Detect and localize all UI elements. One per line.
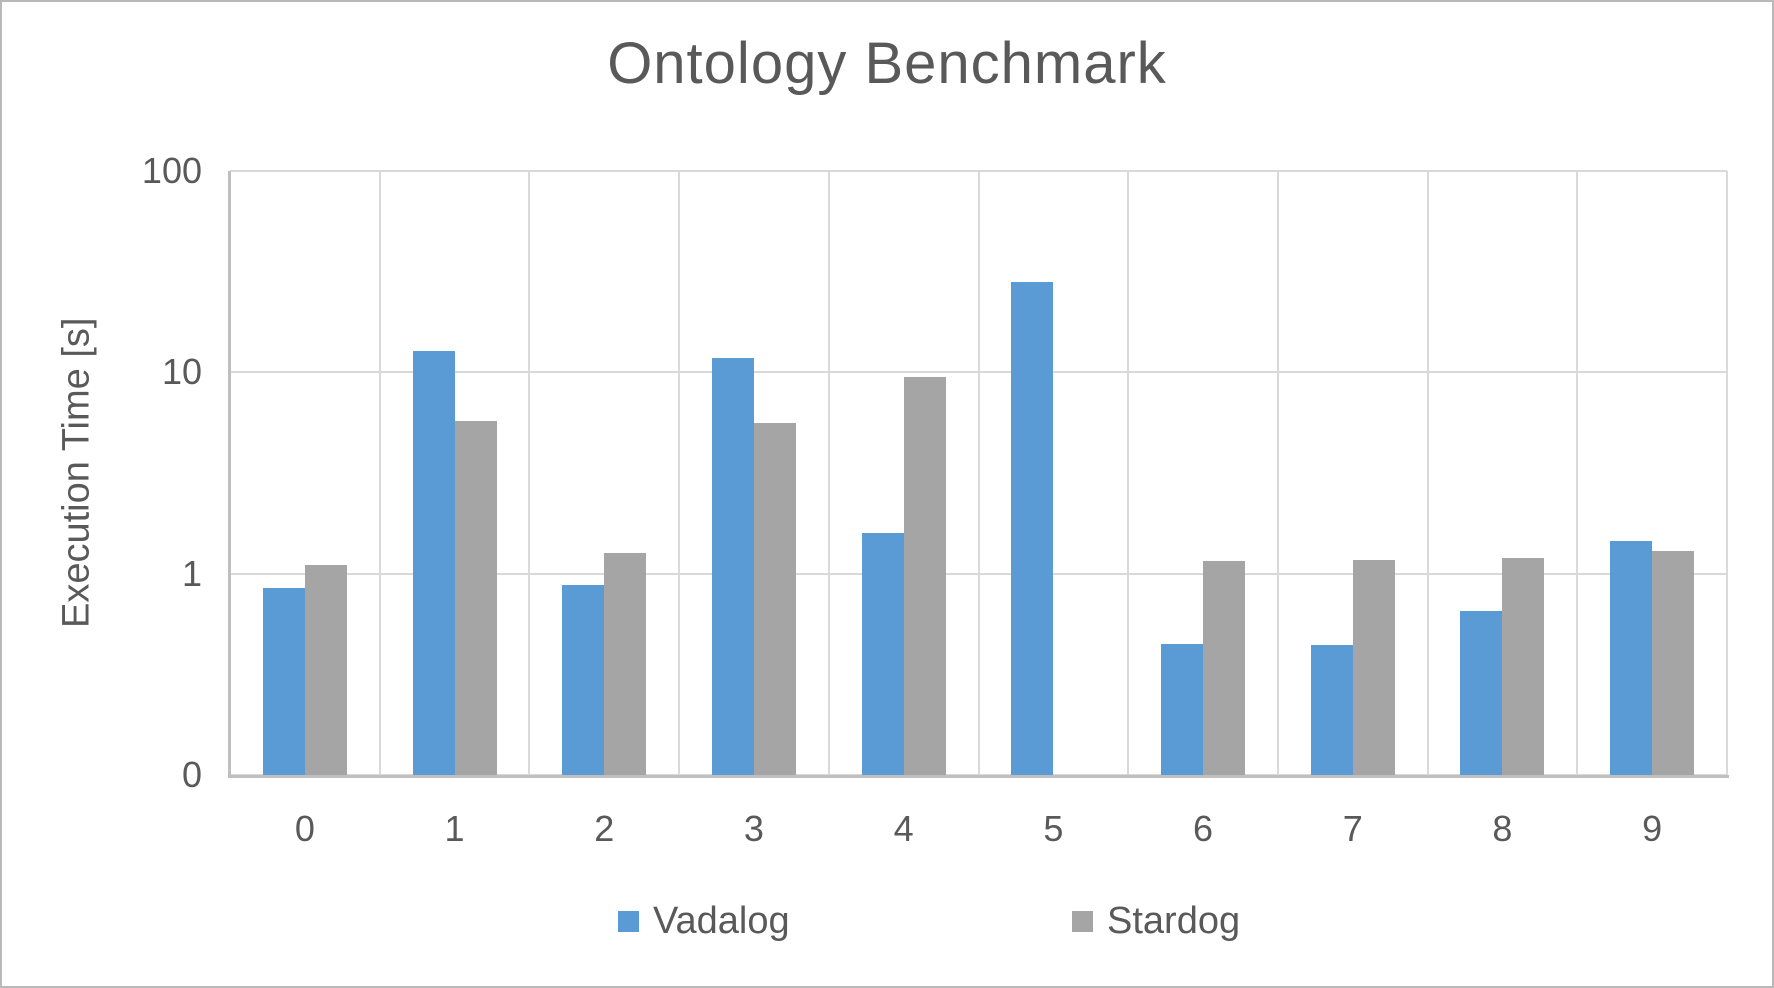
bar-stardog-8: [1502, 557, 1545, 775]
vadalog-swatch-icon: [618, 910, 639, 932]
bar-vadalog-2: [562, 584, 605, 775]
plot-area: [228, 170, 1729, 778]
y-axis-line: [228, 171, 231, 775]
bar-stardog-7: [1352, 559, 1395, 775]
gridline-x-10: [1726, 171, 1728, 775]
bar-stardog-2: [604, 552, 647, 775]
bar-vadalog-1: [412, 350, 455, 775]
x-tick-label-5: 5: [1043, 808, 1064, 849]
x-tick-label-1: 1: [444, 808, 465, 849]
gridline-x-1: [378, 171, 381, 775]
x-tick-label-2: 2: [594, 808, 615, 849]
gridline-x-6: [1127, 171, 1130, 775]
x-axis-ticks: 0 1 2 3 4 5 6 7 8 9: [230, 805, 1727, 853]
bar-vadalog-3: [711, 357, 754, 775]
bar-vadalog-9: [1610, 541, 1653, 775]
legend-item-stardog: Stardog: [1072, 895, 1240, 947]
x-axis-line: [228, 775, 1729, 778]
bar-vadalog-0: [262, 587, 305, 775]
bar-stardog-6: [1203, 561, 1246, 775]
bar-vadalog-5: [1011, 282, 1054, 775]
gridline-x-9: [1576, 171, 1579, 775]
bar-stardog-9: [1652, 550, 1695, 775]
stardog-swatch-icon: [1072, 910, 1093, 932]
y-tick-label-0: 0: [181, 754, 202, 795]
legend-label-vadalog: Vadalog: [653, 899, 790, 942]
gridline-x-4: [827, 171, 830, 775]
x-tick-label-9: 9: [1642, 808, 1663, 849]
x-tick-label-4: 4: [893, 808, 914, 849]
gridline-x-8: [1426, 171, 1429, 775]
bar-stardog-0: [304, 565, 347, 775]
gridline-x-7: [1276, 171, 1279, 775]
bar-vadalog-8: [1460, 611, 1503, 775]
x-tick-label-8: 8: [1492, 808, 1513, 849]
gridline-x-3: [678, 171, 681, 775]
legend-label-stardog: Stardog: [1107, 899, 1241, 942]
y-tick-label-100: 100: [141, 150, 202, 191]
y-tick-label-10: 10: [161, 351, 202, 393]
y-axis-ticks: 100 10 1 0: [2, 150, 202, 795]
x-tick-label-6: 6: [1193, 808, 1214, 849]
bar-stardog-1: [454, 421, 497, 775]
x-tick-label-7: 7: [1342, 808, 1363, 849]
bar-stardog-3: [753, 423, 796, 775]
y-tick-label-1: 1: [181, 552, 202, 594]
x-tick-label-3: 3: [743, 808, 764, 849]
bar-stardog-4: [903, 376, 946, 775]
gridline-x-5: [977, 171, 980, 775]
legend-item-vadalog: Vadalog: [618, 895, 790, 947]
bar-vadalog-6: [1161, 643, 1204, 775]
legend: Vadalog Stardog: [2, 895, 1772, 947]
gridline-x-2: [528, 171, 531, 775]
bar-vadalog-4: [861, 532, 904, 775]
chart-title: Ontology Benchmark: [607, 31, 1167, 96]
bar-vadalog-7: [1310, 645, 1353, 775]
x-tick-label-0: 0: [294, 808, 315, 849]
